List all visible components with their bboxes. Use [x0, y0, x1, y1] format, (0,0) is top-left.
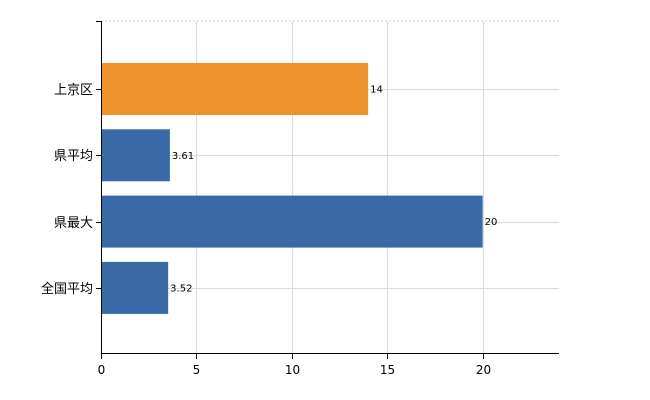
category-label-3: 全国平均	[41, 281, 93, 297]
data-label-1: 3.61	[172, 151, 194, 162]
bar-0	[101, 63, 369, 115]
axes	[96, 21, 559, 359]
x-tick-label-15: 15	[380, 363, 395, 377]
x-tick-label-5: 5	[193, 363, 201, 377]
bar-2	[101, 195, 483, 248]
category-label-0: 上京区	[54, 83, 93, 98]
data-label-3: 3.52	[170, 283, 192, 294]
bar-3	[101, 261, 169, 314]
bars	[101, 63, 483, 314]
x-tick-label-0: 0	[98, 363, 106, 377]
category-label-2: 県最大	[54, 216, 93, 231]
data-label-2: 20	[485, 217, 498, 228]
category-label-1: 県平均	[54, 149, 93, 164]
data-label-0: 14	[370, 85, 383, 96]
bar-1	[101, 129, 170, 182]
x-tick-label-10: 10	[285, 363, 300, 377]
x-tick-label-20: 20	[476, 363, 491, 377]
